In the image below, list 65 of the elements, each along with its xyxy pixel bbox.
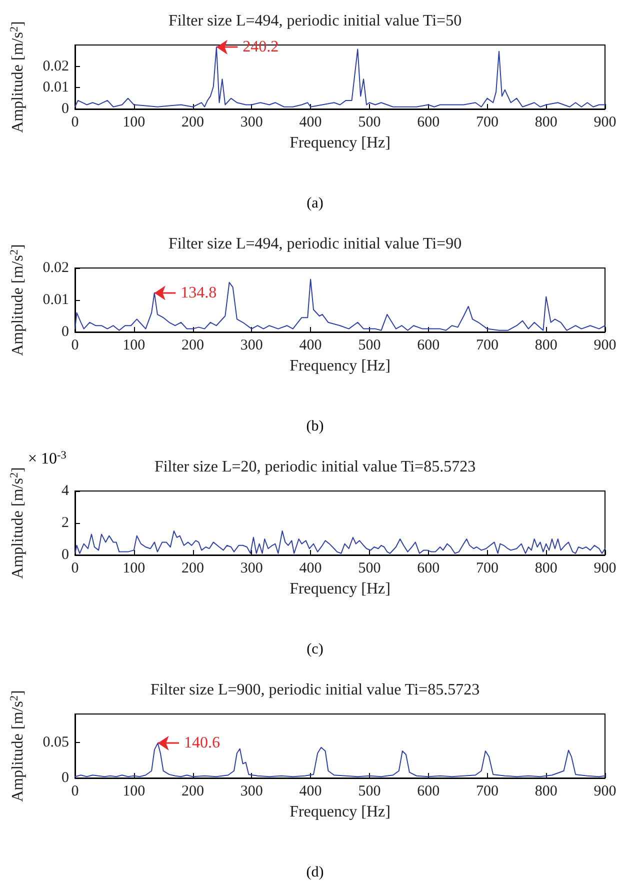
x-tick-label: 600	[417, 338, 440, 354]
y-axis-title: Amplitude [m/s2]	[8, 467, 26, 579]
y-tick-label: 0	[62, 547, 69, 563]
text: (b)	[306, 418, 324, 434]
x-tick-label: 400	[299, 784, 322, 800]
x-tick-label: 800	[534, 560, 558, 576]
y-tick-label: 0	[62, 770, 69, 786]
y-axis-title: Amplitude [m/s2]	[8, 21, 26, 133]
x-tick-label: 300	[240, 784, 263, 800]
x-tick-label: 200	[182, 784, 204, 800]
chart-title: Filter size L=494, periodic initial value Ti=90	[168, 236, 462, 252]
chart-title: Filter size L=20, periodic initial value Ti=85.5723	[154, 458, 476, 476]
x-tick-label: 900	[594, 338, 616, 354]
x-tick-label: 200	[182, 560, 204, 576]
y-tick-label: 0	[62, 101, 69, 117]
x-tick-label: 700	[476, 338, 498, 354]
x-tick-label: 900	[594, 560, 616, 576]
x-tick-label: 600	[417, 114, 440, 130]
y-tick-label: 0.02	[42, 58, 69, 74]
x-tick-label: 900	[594, 784, 616, 800]
text: (d)	[306, 864, 324, 880]
annotation: 140.6	[184, 734, 220, 752]
x-tick-label: 300	[240, 114, 263, 130]
x-tick-label: 700	[476, 784, 498, 800]
y-tick-label: 0.01	[42, 292, 69, 308]
y-tick-label: 0	[62, 324, 69, 340]
x-tick-label: 100	[122, 560, 146, 576]
y-tick-label: 0.05	[42, 734, 69, 750]
x-tick-label: 400	[299, 338, 322, 354]
y-tick-label: 0.01	[42, 80, 69, 96]
x-tick-label: 300	[240, 338, 263, 354]
x-tick-label: 100	[122, 338, 146, 354]
text: (a)	[306, 196, 324, 212]
chart-title: Filter size L=900, periodic initial value Ti=85.5723	[150, 682, 480, 698]
x-tick-label: 700	[476, 560, 498, 576]
x-axis-title: Frequency [Hz]	[290, 358, 390, 374]
x-tick-label: 900	[594, 114, 616, 130]
x-axis-title: Frequency [Hz]	[290, 580, 390, 598]
x-axis-title: Frequency [Hz]	[290, 134, 390, 152]
y-tick-label: 4	[62, 483, 70, 499]
y-tick-label: 2	[62, 515, 69, 531]
x-tick-label: 500	[358, 114, 381, 130]
annotation: 134.8	[180, 284, 217, 302]
x-tick-label: 600	[417, 784, 440, 800]
x-tick-label: 400	[299, 114, 322, 130]
y-tick-label: 0.02	[42, 260, 69, 276]
x-tick-label: 700	[476, 114, 498, 130]
x-tick-label: 800	[534, 338, 558, 354]
x-axis-title: Frequency [Hz]	[290, 804, 390, 820]
x-tick-label: 300	[240, 560, 263, 576]
x-tick-label: 600	[417, 560, 440, 576]
x-tick-label: 800	[534, 784, 558, 800]
y-axis-title: Amplitude [m/s2]	[8, 690, 26, 802]
x-tick-label: 200	[182, 114, 204, 130]
x-tick-label: 200	[182, 338, 204, 354]
y-axis-title: Amplitude [m/s2]	[8, 244, 26, 356]
x-tick-label: 400	[299, 560, 322, 576]
x-tick-label: 100	[122, 114, 146, 130]
text: (c)	[306, 642, 324, 658]
x-tick-label: 500	[358, 560, 381, 576]
x-tick-label: 800	[534, 114, 558, 130]
chart-title: Filter size L=494, periodic initial value Ti=50	[168, 12, 462, 30]
x-tick-label: 100	[122, 784, 146, 800]
x-tick-label: 500	[358, 784, 381, 800]
x-tick-label: 500	[358, 338, 381, 354]
